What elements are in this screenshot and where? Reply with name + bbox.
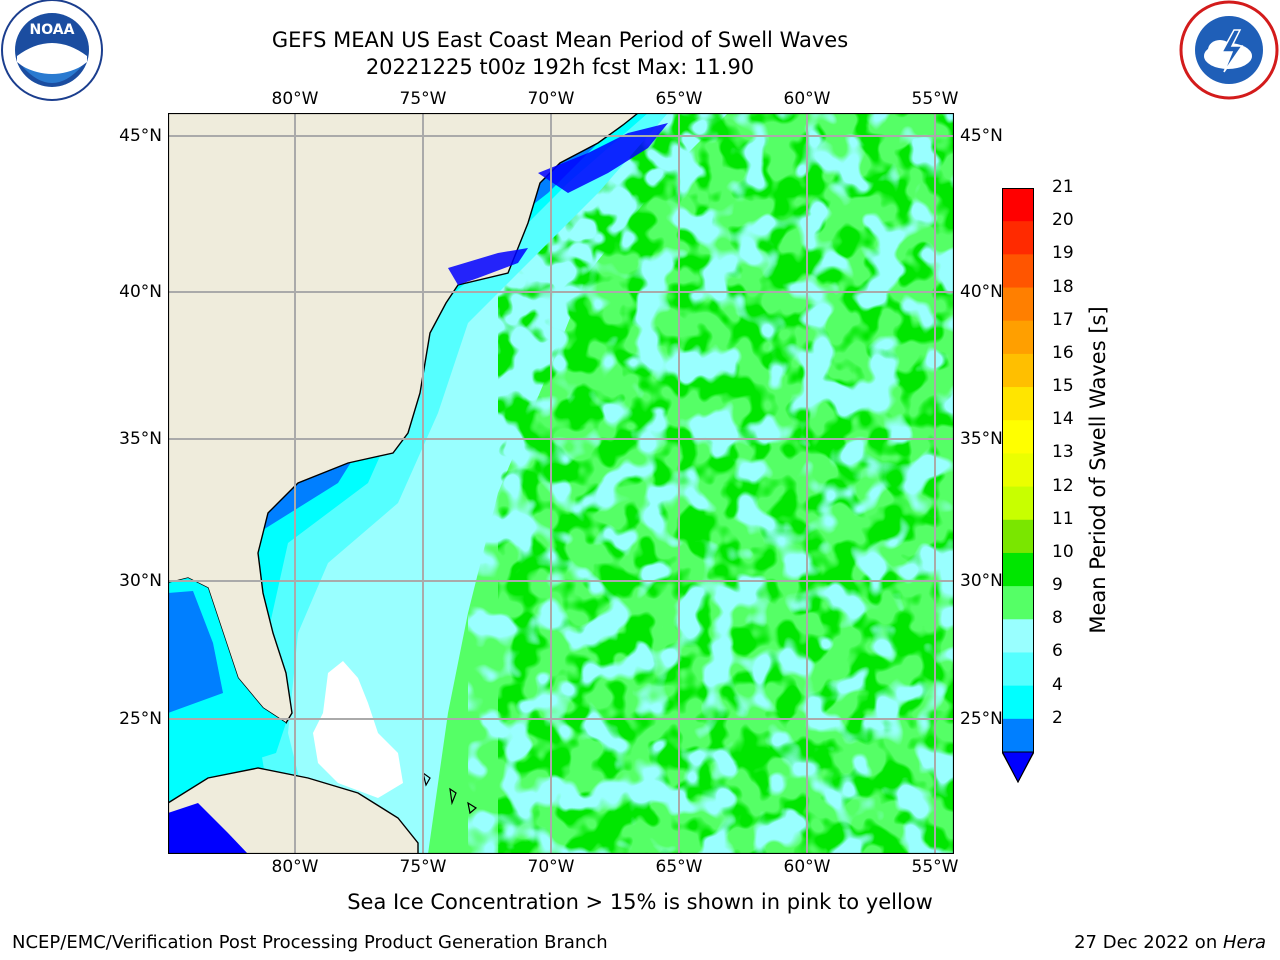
date-stamp: 27 Dec 2022 on Hera (1074, 932, 1266, 953)
colorbar-segment (1002, 387, 1034, 421)
colorbar-segment (1002, 420, 1034, 454)
lat-tick-right: 25°N (960, 709, 1003, 729)
lon-tick-bottom: 75°W (399, 857, 447, 877)
lat-tick-left: 45°N (119, 126, 162, 146)
date-text: 27 Dec 2022 on (1074, 932, 1223, 953)
lat-tick-left: 40°N (119, 282, 162, 302)
colorbar-extend-triangle (1001, 751, 1035, 784)
lon-tick-bottom: 60°W (783, 857, 831, 877)
colorbar-tick-label: 13 (1052, 442, 1074, 463)
colorbar-tick-label: 14 (1052, 409, 1074, 430)
sea-ice-note: Sea Ice Concentration > 15% is shown in … (347, 890, 933, 914)
lat-tick-left: 25°N (119, 709, 162, 729)
lon-tick-top: 80°W (271, 89, 319, 109)
noaa-logo-text: NOAA (30, 22, 75, 38)
lon-tick-bottom: 70°W (527, 857, 575, 877)
colorbar-label: Mean Period of Swell Waves [s] (1086, 306, 1110, 634)
colorbar-tick-label: 10 (1052, 541, 1074, 562)
colorbar-segment (1002, 718, 1034, 753)
lat-tick-right: 45°N (960, 126, 1003, 146)
colorbar-tick-label: 17 (1052, 309, 1074, 330)
colorbar-canvas (1001, 188, 1035, 784)
gridlines (168, 113, 954, 854)
lat-tick-right: 40°N (960, 282, 1003, 302)
nws-logo (1178, 0, 1280, 100)
colorbar-segment (1002, 254, 1034, 289)
colorbar-tick-label: 12 (1052, 475, 1074, 496)
swell-deep-blue-nj (448, 248, 528, 285)
colorbar-segment (1002, 486, 1034, 521)
colorbar-tick-label: 8 (1052, 608, 1063, 629)
colorbar-tick-label: 15 (1052, 376, 1074, 397)
colorbar-segment (1002, 287, 1034, 322)
colorbar (1001, 188, 1035, 784)
lat-tick-left: 30°N (119, 571, 162, 591)
colorbar-tick-label: 16 (1052, 342, 1074, 363)
colorbar-segment (1002, 586, 1034, 620)
map-subtitle: 20221225 t00z 192h fcst Max: 11.90 (365, 55, 755, 79)
colorbar-segment (1002, 685, 1034, 720)
colorbar-frame (1002, 188, 1034, 784)
lat-tick-left: 35°N (119, 429, 162, 449)
map-frame (167, 112, 955, 855)
lat-tick-right: 35°N (960, 429, 1003, 449)
colorbar-segment (1002, 221, 1034, 255)
colorbar-segment (1002, 453, 1034, 488)
map-canvas (167, 112, 955, 855)
colorbar-tick-label: 2 (1052, 707, 1063, 728)
gulf-nearshore-blue (168, 591, 223, 713)
lon-tick-bottom: 80°W (271, 857, 319, 877)
lon-tick-bottom: 55°W (911, 857, 959, 877)
colorbar-segment (1002, 188, 1034, 222)
colorbar-segment (1002, 652, 1034, 687)
colorbar-tick-label: 20 (1052, 210, 1074, 231)
colorbar-segment (1002, 353, 1034, 388)
host-name: Hera (1222, 932, 1266, 953)
colorbar-segment (1002, 552, 1034, 587)
colorbar-segment (1002, 320, 1034, 355)
lon-tick-top: 75°W (399, 89, 447, 109)
colorbar-tick-label: 6 (1052, 641, 1063, 662)
colorbar-tick-label: 11 (1052, 508, 1074, 529)
lat-tick-right: 30°N (960, 571, 1003, 591)
credit-text: NCEP/EMC/Verification Post Processing Pr… (12, 932, 608, 953)
colorbar-ticks: 21 20 19 18 17 16 15 14 13 12 11 10 9 8 6 4 2 (1052, 177, 1092, 788)
lon-tick-top: 55°W (911, 89, 959, 109)
islands-caribbean (422, 771, 478, 815)
colorbar-segment (1002, 619, 1034, 653)
colorbar-tick-label: 18 (1052, 276, 1074, 297)
colorbar-tick-label: 19 (1052, 243, 1074, 264)
lon-tick-bottom: 65°W (655, 857, 703, 877)
map-title: GEFS MEAN US East Coast Mean Period of S… (271, 28, 849, 52)
colorbar-tick-label: 9 (1052, 575, 1063, 596)
lon-tick-top: 65°W (655, 89, 703, 109)
bahamas-no-data (313, 661, 403, 798)
lon-tick-top: 60°W (783, 89, 831, 109)
lon-tick-top: 70°W (527, 89, 575, 109)
colorbar-tick-label: 4 (1052, 674, 1063, 695)
swell-period-map (167, 112, 955, 855)
swell-deep-blue-south (168, 803, 248, 854)
colorbar-segment (1002, 519, 1034, 554)
noaa-logo: NOAA (0, 0, 104, 104)
swell-deep-blue-gulf-of-maine (538, 123, 668, 193)
colorbar-tick-label: 21 (1052, 177, 1074, 197)
